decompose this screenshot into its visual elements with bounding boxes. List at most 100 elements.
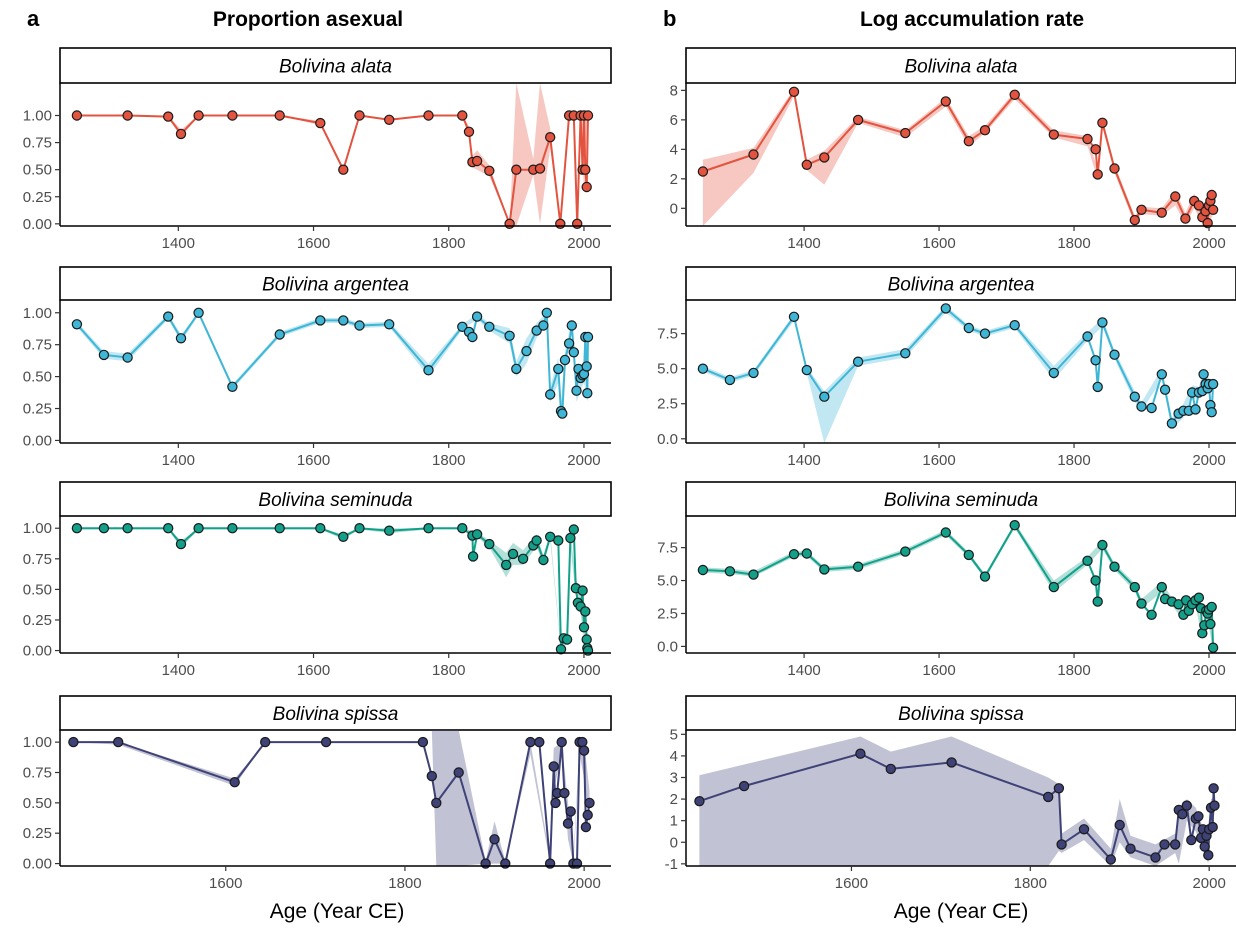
data-point (227, 110, 238, 121)
data-point (489, 834, 500, 845)
panel-b-header: b Log accumulation rate (663, 6, 1084, 31)
data-point (1146, 402, 1157, 414)
panel-b-letter: b (663, 6, 676, 31)
data-point (1206, 407, 1217, 418)
data-point (431, 797, 442, 809)
panel-a-header: a Proportion asexual (27, 6, 403, 31)
x-tick-label: 1600 (922, 235, 955, 252)
data-point (963, 549, 975, 561)
data-point (852, 561, 864, 572)
data-point (578, 745, 590, 756)
x-tick-label: 1400 (162, 452, 195, 469)
data-point (68, 736, 79, 748)
confidence-band (702, 305, 1214, 443)
data-point (571, 385, 582, 396)
series-line (76, 311, 589, 415)
x-tick-label: 1800 (432, 662, 465, 679)
data-point (571, 858, 583, 869)
data-point (274, 110, 285, 121)
facet-strip (59, 695, 612, 731)
x-tick-label: 1800 (1014, 875, 1047, 892)
data-point (471, 529, 483, 540)
data-point (1048, 129, 1060, 140)
data-point (1092, 596, 1103, 607)
data-point (900, 546, 911, 557)
data-point (1186, 834, 1197, 846)
data-point (538, 320, 549, 331)
data-point (1097, 117, 1108, 129)
data-point (562, 818, 574, 829)
data-point (193, 307, 204, 318)
data-point (748, 367, 759, 379)
y-tick-label: 2 (670, 171, 678, 188)
data-point (1090, 144, 1101, 155)
x-tick-label: 1400 (162, 235, 195, 252)
x-tick-label: 1400 (787, 235, 820, 252)
x-tick-label: 1400 (787, 452, 820, 469)
data-point (900, 127, 911, 139)
data-point (738, 780, 750, 792)
data-point (963, 322, 975, 334)
data-point (940, 303, 952, 314)
x-tick-label: 1800 (432, 235, 465, 252)
data-point (724, 566, 736, 577)
facet-a-seminuda: Bolivina seminuda 0.00 0.25 0.50 0.75 1.00 140… (23, 481, 612, 679)
data-point (1048, 581, 1060, 593)
data-point (580, 606, 591, 617)
data-point (229, 777, 240, 788)
x-tick-label: 1400 (787, 662, 820, 679)
data-point (1206, 189, 1217, 201)
data-point (1053, 783, 1065, 794)
y-tick-label: 0.75 (23, 551, 52, 568)
x-tick-label: 2000 (567, 235, 600, 252)
y-tick-label: 0.25 (23, 825, 52, 842)
facet-strip-label: Bolivina spissa (273, 704, 399, 725)
data-point (1078, 824, 1090, 835)
data-point (1193, 592, 1205, 603)
data-point (584, 797, 595, 809)
data-point (582, 645, 594, 656)
data-point (946, 757, 957, 768)
y-tick-label: 5.0 (657, 361, 678, 378)
facet-b-spissa: Bolivina spissa -1 0 1 2 3 4 5 1600 1800 2000 (665, 695, 1236, 892)
data-point (354, 110, 365, 121)
data-point (1125, 843, 1136, 854)
y-tick-label: 2 (670, 791, 678, 808)
data-point (1203, 850, 1214, 861)
data-point (1181, 800, 1193, 811)
data-point (553, 535, 564, 546)
x-tick-label: 2000 (1192, 235, 1225, 252)
y-tick-label: 3 (670, 769, 678, 786)
data-point (1109, 349, 1120, 360)
x-tick-label: 1600 (297, 662, 330, 679)
panel-a-letter: a (27, 6, 40, 31)
facet-b-seminuda: Bolivina seminuda 0.0 2.5 5.0 7.5 1400 1600 180… (657, 481, 1236, 679)
x-tick-label: 1600 (297, 452, 330, 469)
data-point (1109, 561, 1120, 572)
y-tick-label: 0.50 (23, 581, 52, 598)
data-point (1092, 169, 1103, 180)
data-point (885, 763, 897, 775)
data-point (697, 166, 709, 177)
data-point (819, 564, 830, 575)
data-point (1207, 642, 1219, 653)
data-point (748, 149, 759, 160)
data-point (578, 622, 590, 633)
y-tick-label: 0.50 (23, 162, 52, 179)
data-point (1136, 598, 1147, 609)
x-tick-label: 1800 (1057, 662, 1090, 679)
y-tick-label: 1.00 (23, 734, 52, 751)
facet-strip (685, 481, 1236, 517)
data-point (1150, 852, 1161, 863)
y-tick-label: 5.0 (657, 573, 678, 590)
y-tick-label: 4 (670, 748, 678, 765)
data-point (1198, 369, 1209, 380)
data-point (568, 347, 580, 358)
data-point (565, 806, 576, 817)
data-point (1009, 320, 1020, 331)
data-point (511, 363, 522, 375)
data-point (1169, 839, 1181, 850)
data-point (581, 361, 592, 372)
data-point (162, 311, 174, 322)
data-point (1097, 539, 1108, 551)
